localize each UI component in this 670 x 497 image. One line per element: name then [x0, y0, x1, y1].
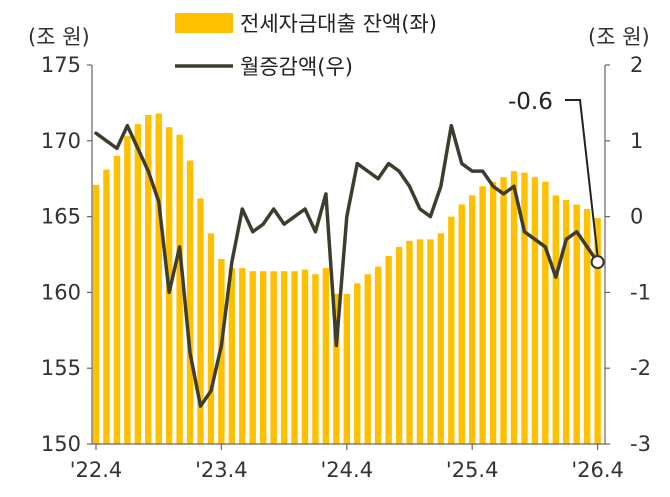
- bar: [186, 160, 194, 444]
- legend-bar-swatch: [175, 13, 233, 33]
- bar: [489, 181, 497, 445]
- bar: [280, 271, 288, 444]
- bar: [531, 177, 539, 444]
- bar: [385, 256, 392, 444]
- bar: [155, 113, 162, 444]
- x-tick-label: '22.4: [70, 458, 123, 482]
- legend: 전세자금대출 잔액(좌) 월증감액(우): [175, 12, 437, 79]
- bar: [207, 233, 215, 444]
- legend-line-label: 월증감액(우): [240, 55, 353, 79]
- bar: [416, 239, 424, 444]
- bar: [103, 169, 110, 444]
- bar: [260, 271, 267, 444]
- bar: [92, 184, 100, 444]
- bar: [542, 181, 549, 445]
- bar: [437, 233, 445, 444]
- bar: [583, 209, 591, 444]
- bar: [364, 274, 371, 444]
- left-tick-label: 170: [41, 129, 81, 153]
- bar: [406, 240, 413, 444]
- left-axis-unit: (조 원): [28, 25, 90, 49]
- bar: [134, 124, 141, 445]
- bar: [270, 271, 277, 444]
- legend-bar-label: 전세자금대출 잔액(좌): [240, 12, 437, 36]
- bar: [113, 155, 121, 444]
- left-tick-label: 175: [41, 53, 81, 77]
- bar: [458, 204, 465, 444]
- annotation: -0.6: [508, 89, 605, 270]
- bar: [448, 216, 455, 444]
- bar: [552, 195, 559, 444]
- x-tick-label: '23.4: [195, 458, 248, 482]
- bar: [573, 204, 580, 444]
- x-tick-label: '24.4: [321, 458, 374, 482]
- right-tick-label: 2: [630, 53, 643, 77]
- right-tick-label: -2: [630, 356, 651, 380]
- left-tick-label: 165: [41, 205, 81, 229]
- right-tick-label: -1: [630, 280, 651, 304]
- bar: [249, 271, 256, 444]
- bar: [354, 283, 361, 444]
- bar: [301, 269, 309, 444]
- bar: [395, 246, 403, 444]
- annotation-label: -0.6: [508, 89, 553, 115]
- bar: [594, 218, 601, 444]
- bar: [510, 171, 518, 444]
- right-axis-unit: (조 원): [588, 25, 650, 49]
- bar: [197, 198, 204, 444]
- bar: [312, 274, 319, 444]
- x-tick-label: '25.4: [446, 458, 499, 482]
- bar: [124, 136, 131, 444]
- bar: [374, 266, 382, 444]
- bar: [322, 268, 330, 444]
- bar: [239, 268, 246, 444]
- left-axis-ticks: 150 155 160 165 170 175: [41, 53, 92, 456]
- line-series: [94, 123, 600, 408]
- bar: [228, 268, 236, 444]
- right-axis-ticks: -3 -2 -1 0 1 2: [605, 53, 651, 456]
- bar: [343, 293, 350, 444]
- bar: [479, 186, 486, 444]
- x-tick-label: '26.4: [571, 458, 624, 482]
- x-axis-ticks: '22.4 '23.4 '24.4 '25.4 '26.4: [70, 444, 624, 482]
- bar: [563, 199, 570, 444]
- bar: [145, 115, 152, 444]
- bar: [176, 134, 183, 445]
- right-tick-label: -3: [630, 432, 651, 456]
- bar: [427, 239, 434, 444]
- bar: [521, 172, 528, 444]
- right-tick-label: 0: [630, 205, 643, 229]
- left-tick-label: 155: [41, 356, 81, 380]
- bar: [291, 271, 298, 444]
- bar: [333, 293, 340, 444]
- bar: [500, 177, 507, 444]
- left-tick-label: 150: [41, 432, 81, 456]
- left-tick-label: 160: [41, 280, 81, 304]
- annotation-leader-line: [565, 99, 599, 257]
- bar: [469, 195, 476, 444]
- right-tick-label: 1: [630, 129, 643, 153]
- annotation-marker: [590, 255, 605, 270]
